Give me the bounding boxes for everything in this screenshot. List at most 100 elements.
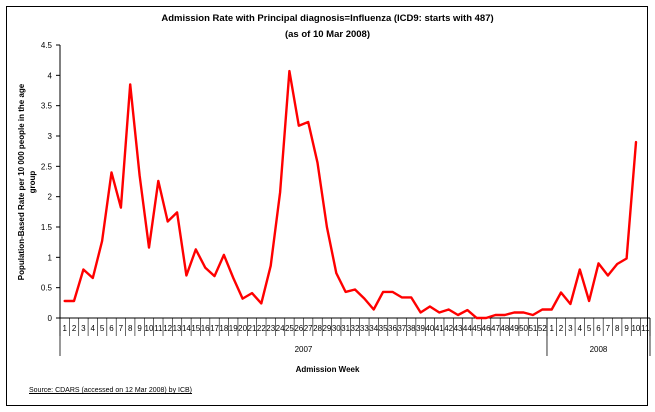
data-point xyxy=(232,277,235,279)
x-tick-label: 45 xyxy=(472,324,481,333)
data-point xyxy=(578,268,581,271)
data-point xyxy=(588,300,591,302)
x-tick-label: 48 xyxy=(500,324,509,333)
data-point xyxy=(148,246,150,249)
y-tick-label: 4.5 xyxy=(41,41,53,50)
data-point xyxy=(157,179,160,182)
x-group-label: 2007 xyxy=(295,345,313,354)
y-tick-label: 3 xyxy=(48,132,53,141)
data-point xyxy=(419,311,422,314)
data-point xyxy=(326,226,328,228)
x-tick-label: 19 xyxy=(229,324,238,333)
data-point xyxy=(129,83,132,86)
x-tick-label: 17 xyxy=(210,324,219,333)
y-tick-label: 0.5 xyxy=(41,284,53,293)
data-point xyxy=(363,297,366,300)
x-tick-label: 11 xyxy=(641,324,650,333)
source-link[interactable]: Source: CDARS (accessed on 12 Mar 2008) … xyxy=(29,387,193,394)
data-point xyxy=(560,291,562,294)
data-point xyxy=(91,277,94,279)
x-tick-label: 18 xyxy=(219,324,228,333)
data-point xyxy=(297,124,300,127)
data-point xyxy=(269,264,272,267)
data-point xyxy=(110,171,113,174)
x-tick-label: 1 xyxy=(549,324,554,333)
x-tick-label: 42 xyxy=(444,324,453,333)
x-tick-label: 33 xyxy=(360,324,369,333)
x-tick-label: 38 xyxy=(407,324,416,333)
series-line xyxy=(63,69,638,320)
data-point xyxy=(616,263,619,265)
x-tick-label: 22 xyxy=(257,324,266,333)
x-tick-label: 7 xyxy=(606,324,611,333)
data-point xyxy=(438,311,441,314)
x-tick-label: 28 xyxy=(313,324,322,333)
x-tick-label: 36 xyxy=(388,324,397,333)
data-point xyxy=(194,248,197,251)
data-point xyxy=(307,121,310,123)
data-point xyxy=(101,240,104,242)
data-point xyxy=(485,317,488,319)
data-point xyxy=(316,161,319,164)
data-point xyxy=(550,308,553,311)
x-tick-label: 2 xyxy=(72,324,77,333)
data-point xyxy=(494,314,497,316)
y-tick-label: 1.5 xyxy=(41,223,53,232)
x-tick-label: 13 xyxy=(173,324,182,333)
x-tick-label: 27 xyxy=(304,324,313,333)
data-point xyxy=(279,191,281,194)
x-tick-label: 14 xyxy=(182,324,191,333)
data-point xyxy=(176,211,178,214)
x-tick-label: 20 xyxy=(238,324,247,333)
x-tick-label: 4 xyxy=(91,324,96,333)
x-tick-label: 41 xyxy=(435,324,444,333)
x-tick-label: 49 xyxy=(510,324,519,333)
x-tick-label: 12 xyxy=(163,324,172,333)
data-point xyxy=(466,309,469,312)
x-tick-label: 3 xyxy=(568,324,573,333)
chart-title: Admission Rate with Principal diagnosis=… xyxy=(161,13,494,24)
data-point xyxy=(410,296,413,299)
data-point xyxy=(635,141,637,143)
x-tick-label: 52 xyxy=(538,324,547,333)
x-tick-label: 16 xyxy=(201,324,210,333)
x-tick-label: 5 xyxy=(100,324,105,333)
data-point xyxy=(513,311,516,314)
y-tick-label: 2.5 xyxy=(41,162,53,171)
x-tick-label: 34 xyxy=(369,324,378,333)
x-tick-label: 50 xyxy=(519,324,528,333)
data-point xyxy=(138,174,141,177)
data-point xyxy=(532,314,534,316)
x-tick-label: 51 xyxy=(528,324,537,333)
data-point xyxy=(335,272,338,275)
data-point xyxy=(597,262,600,265)
y-tick-label: 2 xyxy=(48,193,53,202)
data-point xyxy=(606,274,609,277)
x-tick-label: 31 xyxy=(341,324,350,333)
data-point xyxy=(429,305,431,308)
chart-subtitle: (as of 10 Mar 2008) xyxy=(284,29,370,40)
data-point xyxy=(119,206,122,209)
x-tick-label: 47 xyxy=(491,324,500,333)
data-point xyxy=(73,300,75,302)
x-tick-label: 7 xyxy=(119,324,124,333)
y-tick-label: 4 xyxy=(48,71,53,80)
data-point xyxy=(185,274,188,277)
data-point xyxy=(82,268,85,271)
data-point xyxy=(522,311,525,314)
data-point xyxy=(372,308,375,311)
x-tick-label: 23 xyxy=(266,324,275,333)
x-tick-label: 40 xyxy=(425,324,434,333)
x-tick-label: 9 xyxy=(137,324,142,333)
data-point xyxy=(204,266,207,269)
data-point xyxy=(213,275,216,278)
data-point xyxy=(457,314,459,316)
x-tick-label: 25 xyxy=(285,324,294,333)
x-tick-label: 11 xyxy=(154,324,163,333)
x-tick-label: 26 xyxy=(294,324,303,333)
data-point xyxy=(354,288,356,291)
x-tick-label: 15 xyxy=(191,324,200,333)
chart-frame xyxy=(6,6,648,406)
data-point xyxy=(241,297,244,300)
